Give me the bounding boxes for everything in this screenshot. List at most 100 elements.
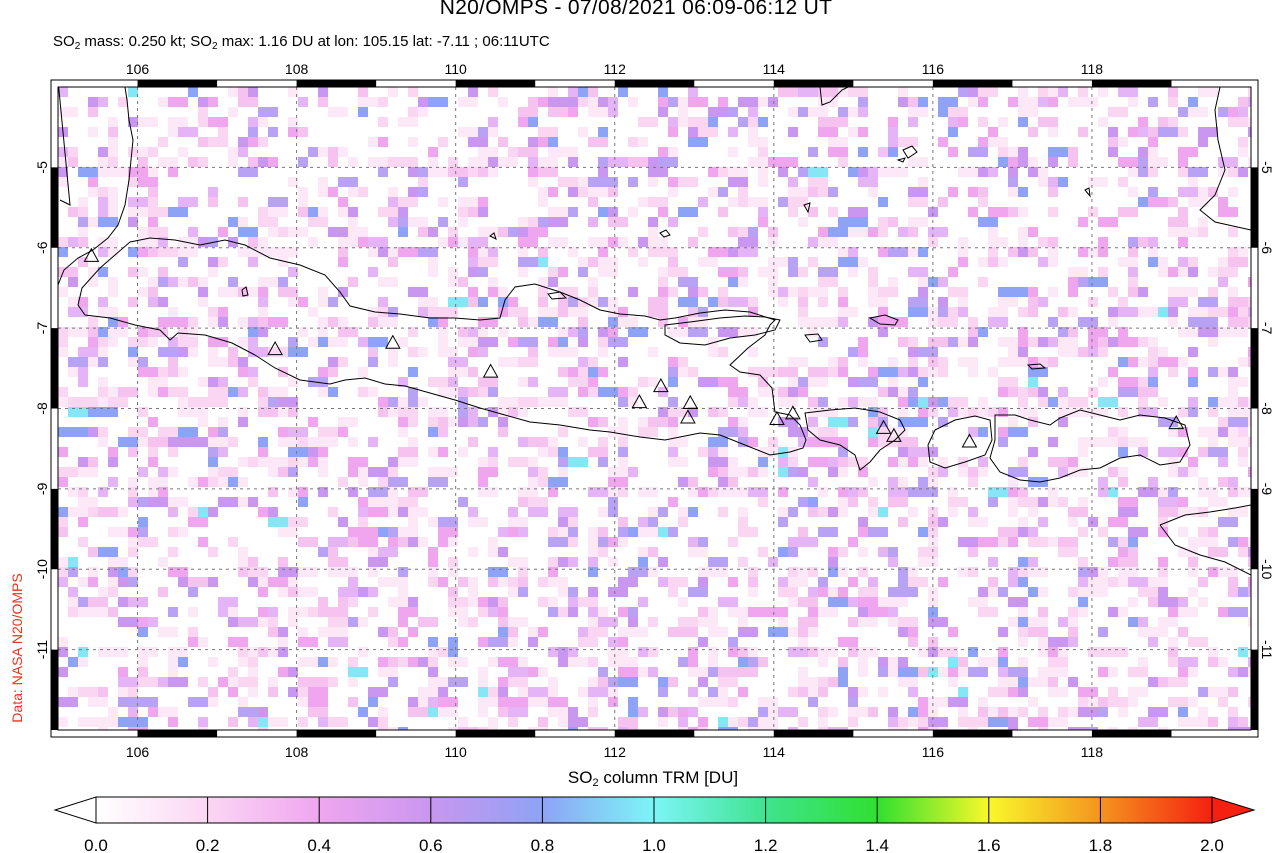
so2-pixel (128, 207, 148, 217)
so2-pixel (868, 707, 878, 717)
so2-pixel (268, 197, 278, 207)
so2-pixel (238, 417, 248, 427)
so2-pixel (588, 377, 598, 387)
lat-tick-label-right: -10 (1259, 559, 1272, 579)
so2-pixel (1048, 247, 1058, 257)
so2-pixel (108, 557, 128, 567)
so2-pixel (478, 297, 488, 307)
so2-pixel (138, 357, 148, 367)
so2-pixel (198, 287, 208, 297)
so2-pixel (708, 457, 728, 467)
so2-pixel (238, 87, 248, 97)
so2-pixel (298, 97, 308, 107)
colorbar-tick-label: 2.0 (1200, 836, 1224, 853)
so2-pixel (298, 487, 308, 497)
so2-pixel (868, 287, 878, 297)
so2-pixel (1028, 507, 1038, 517)
so2-pixel (1098, 707, 1108, 717)
so2-pixel (618, 457, 628, 467)
so2-pixel (838, 447, 848, 457)
so2-pixel (628, 207, 638, 217)
so2-pixel (438, 217, 448, 227)
so2-pixel (538, 667, 548, 677)
lon-tick-label: 116 (922, 744, 945, 760)
so2-pixel (298, 627, 308, 637)
so2-pixel (368, 687, 388, 697)
so2-pixel (398, 447, 418, 457)
so2-pixel (168, 647, 188, 657)
so2-pixel (908, 637, 918, 647)
so2-pixel (228, 107, 238, 117)
so2-pixel (668, 397, 678, 407)
so2-pixel (278, 197, 288, 207)
so2-pixel (78, 347, 98, 357)
volcano-marker (267, 340, 283, 356)
volcano-marker (680, 409, 696, 424)
so2-pixel (378, 717, 388, 727)
so2-pixel (338, 567, 358, 577)
so2-pixel (458, 217, 468, 227)
so2-pixel (158, 97, 168, 107)
so2-pixel (598, 367, 608, 377)
so2-pixel (1058, 547, 1078, 557)
so2-pixel (778, 87, 798, 97)
so2-pixel (1148, 337, 1158, 347)
so2-pixel (1108, 307, 1118, 317)
so2-pixel (1148, 187, 1158, 197)
so2-pixel (828, 317, 838, 327)
so2-pixel (978, 457, 988, 467)
so2-pixel (178, 327, 188, 337)
so2-pixel (1138, 117, 1148, 127)
so2-pixel (638, 427, 658, 437)
so2-pixel (918, 547, 938, 557)
so2-pixel (738, 417, 748, 427)
so2-pixel (748, 397, 758, 407)
so2-pixel (1048, 157, 1058, 167)
so2-pixel (68, 397, 88, 407)
so2-pixel (488, 607, 498, 617)
so2-pixel (858, 587, 878, 597)
so2-pixel (948, 307, 958, 317)
so2-pixel (1138, 617, 1148, 627)
so2-pixel (968, 87, 978, 97)
so2-pixel (888, 367, 898, 377)
so2-pixel (748, 587, 758, 597)
so2-pixel (598, 607, 608, 617)
so2-pixel (938, 97, 958, 107)
so2-pixel (928, 597, 938, 607)
so2-pixel (488, 287, 498, 297)
so2-pixel (798, 107, 808, 117)
so2-pixel (1178, 507, 1198, 517)
so2-pixel (518, 397, 538, 407)
so2-pixel (388, 347, 398, 357)
so2-pixel (878, 147, 888, 157)
so2-pixel (748, 157, 758, 167)
so2-pixel (308, 607, 318, 617)
so2-pixel (908, 217, 928, 227)
so2-pixel (218, 607, 228, 617)
so2-pixel (698, 127, 718, 137)
so2-pixel (158, 677, 168, 687)
so2-pixel (138, 617, 148, 627)
so2-pixel (968, 337, 978, 347)
so2-pixel (378, 317, 398, 327)
so2-pixel (98, 217, 118, 227)
so2-pixel (68, 307, 88, 317)
so2-pixel (1008, 577, 1018, 587)
so2-pixel (568, 657, 578, 667)
so2-pixel (468, 437, 478, 447)
so2-pixel (448, 227, 458, 237)
so2-pixel (608, 307, 618, 317)
frame-bar-lon (773, 80, 854, 87)
so2-pixel (808, 417, 818, 427)
so2-pixel (558, 337, 568, 347)
so2-pixel (878, 327, 888, 337)
so2-pixel (238, 647, 248, 657)
so2-pixel (748, 107, 758, 117)
so2-pixel (548, 577, 568, 587)
so2-pixel (738, 277, 748, 287)
so2-pixel (718, 697, 728, 707)
so2-pixel (998, 647, 1008, 657)
so2-pixel (848, 267, 858, 277)
